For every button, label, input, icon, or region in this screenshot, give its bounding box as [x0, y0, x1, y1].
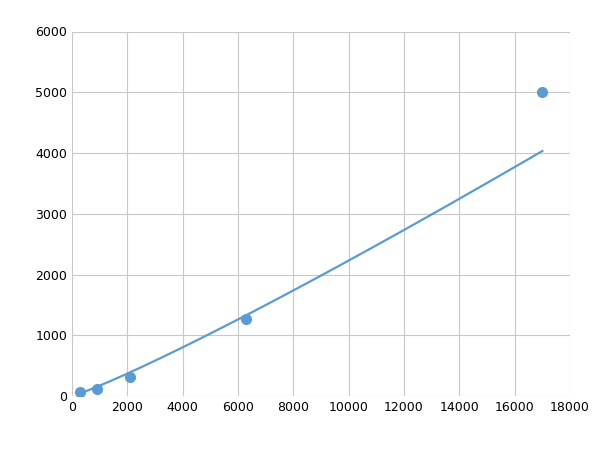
Point — [125, 374, 135, 381]
Point — [76, 389, 85, 396]
Point — [241, 316, 251, 323]
Point — [92, 385, 102, 392]
Point — [538, 89, 547, 96]
